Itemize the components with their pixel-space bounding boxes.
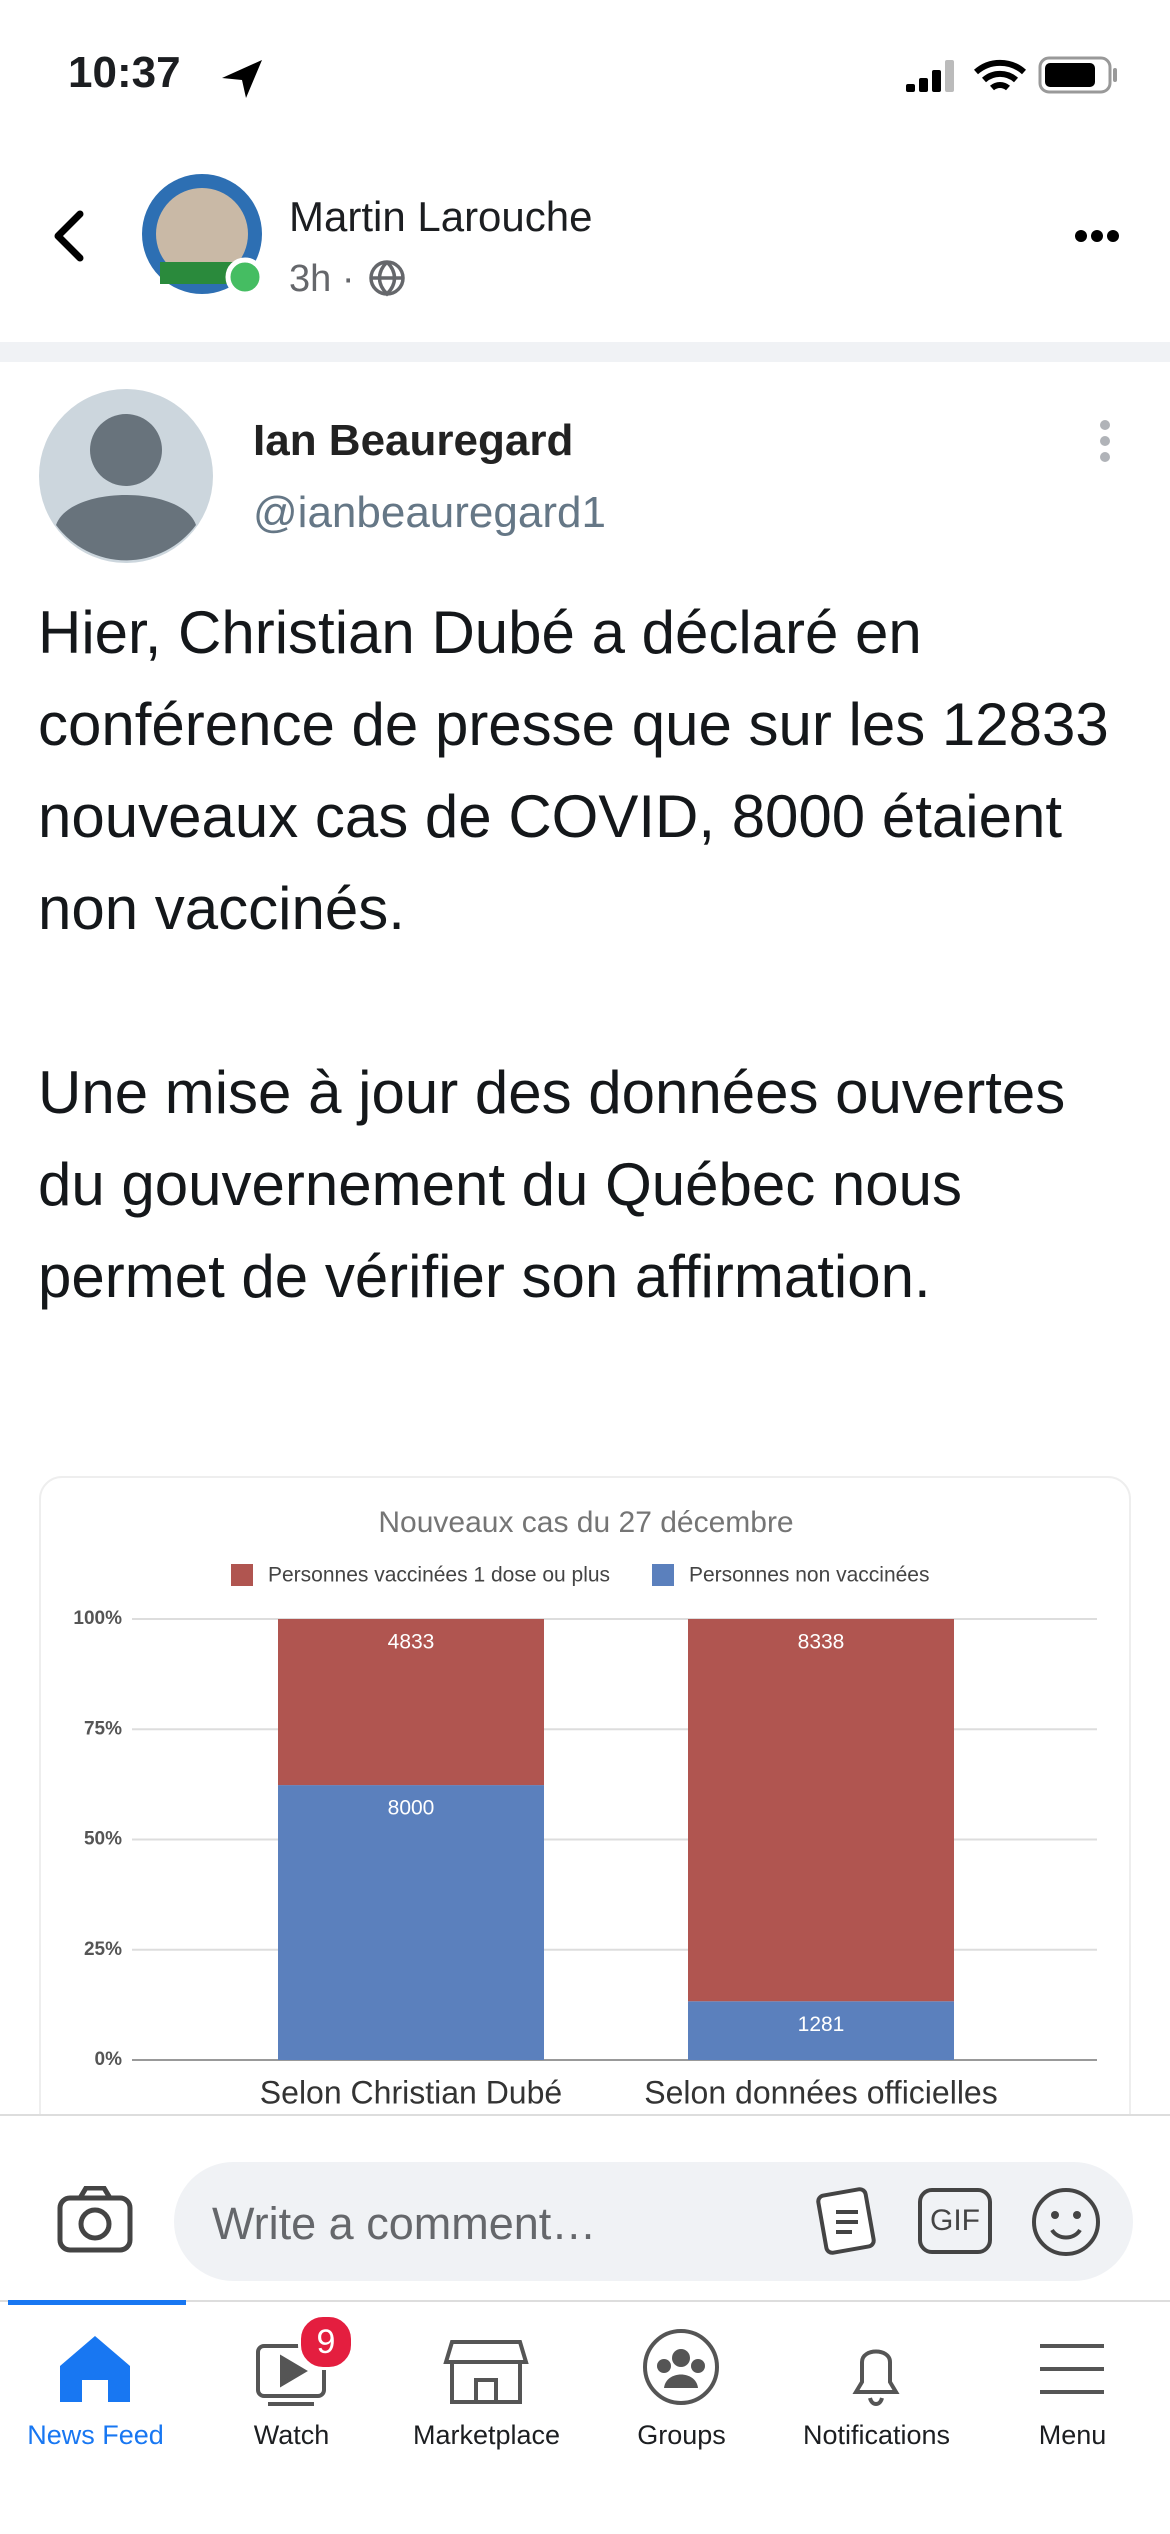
- tweet-menu[interactable]: [1100, 420, 1110, 462]
- legend-label: Personnes non vaccinées: [689, 1564, 930, 1587]
- legend-swatch: [652, 1564, 674, 1586]
- x-tick-label: Selon Christian Dubé: [260, 2074, 562, 2110]
- active-tab-indicator: [8, 2300, 186, 2305]
- chart-title: Nouveaux cas du 27 décembre: [378, 1506, 793, 1539]
- tab-icons: [60, 2329, 1104, 2406]
- comment-bar: Write a comment… GIF: [0, 2114, 1170, 2302]
- bar-segment: [278, 1785, 544, 2060]
- marketplace-icon[interactable]: [443, 2340, 529, 2404]
- comment-placeholder: Write a comment…: [212, 2198, 597, 2249]
- watch-icon[interactable]: [256, 2344, 326, 2406]
- value-label: 8338: [798, 1631, 845, 1654]
- divider: [0, 342, 1170, 362]
- tweet-paragraph: Une mise à jour des données ouvertes du …: [38, 1059, 1066, 1310]
- sticker-button[interactable]: [808, 2182, 888, 2262]
- tab-label[interactable]: Menu: [1038, 2420, 1107, 2450]
- tweet-name: Ian Beauregard: [253, 416, 574, 465]
- tweet-handle: @ianbeauregard1: [253, 488, 606, 537]
- tweet-text: Hier, Christian Dubé a déclaré en confér…: [38, 587, 1138, 1415]
- y-tick-label: 50%: [84, 1829, 122, 1850]
- status-time: 10:37: [68, 48, 181, 97]
- notifications-icon[interactable]: [852, 2349, 900, 2406]
- menu-icon[interactable]: [1040, 2344, 1104, 2394]
- bar-segment: [688, 2001, 954, 2060]
- author-avatar[interactable]: [142, 174, 265, 297]
- tab-label[interactable]: Watch: [253, 2420, 330, 2450]
- back-button[interactable]: [54, 210, 84, 262]
- tab-label[interactable]: Groups: [637, 2420, 726, 2450]
- bar-segment: [278, 1619, 544, 1786]
- legend-swatch: [231, 1564, 253, 1586]
- y-tick-label: 25%: [84, 1939, 122, 1960]
- tab-label[interactable]: Marketplace: [412, 2420, 561, 2450]
- comment-input[interactable]: Write a comment… GIF: [174, 2162, 1133, 2281]
- y-tick-label: 75%: [84, 1718, 122, 1739]
- value-label: 1281: [798, 2013, 845, 2036]
- emoji-button[interactable]: [1026, 2182, 1106, 2262]
- watch-badge: 9: [298, 2314, 354, 2370]
- value-label: 4833: [388, 1631, 435, 1654]
- groups-icon[interactable]: [643, 2329, 719, 2405]
- x-tick-label: Selon données officielles: [644, 2074, 997, 2110]
- battery-icon: [1038, 56, 1117, 94]
- tweet-paragraph: Hier, Christian Dubé a déclaré en confér…: [38, 599, 1109, 942]
- tab-label[interactable]: News Feed: [27, 2420, 164, 2450]
- tweet-avatar: [39, 389, 213, 563]
- bar-segment: [688, 1619, 954, 2002]
- location-icon: [222, 60, 262, 98]
- tab-label[interactable]: Notifications: [802, 2420, 951, 2450]
- news-feed-icon[interactable]: [60, 2336, 130, 2402]
- post-time: 3h ·: [289, 258, 355, 300]
- tab-bar: 9: [0, 2300, 1170, 2534]
- y-tick-label: 0%: [95, 2049, 123, 2070]
- y-tick-label: 100%: [73, 1608, 122, 1629]
- legend-label: Personnes vaccinées 1 dose ou plus: [268, 1564, 610, 1587]
- globe-icon: [369, 260, 405, 297]
- more-button[interactable]: [1075, 230, 1119, 242]
- value-label: 8000: [388, 1797, 435, 1820]
- gif-button[interactable]: GIF: [918, 2188, 992, 2254]
- wifi-icon: [974, 59, 1026, 91]
- camera-button[interactable]: [56, 2186, 136, 2256]
- signal-icon: [906, 60, 954, 92]
- author-name[interactable]: Martin Larouche: [289, 193, 593, 240]
